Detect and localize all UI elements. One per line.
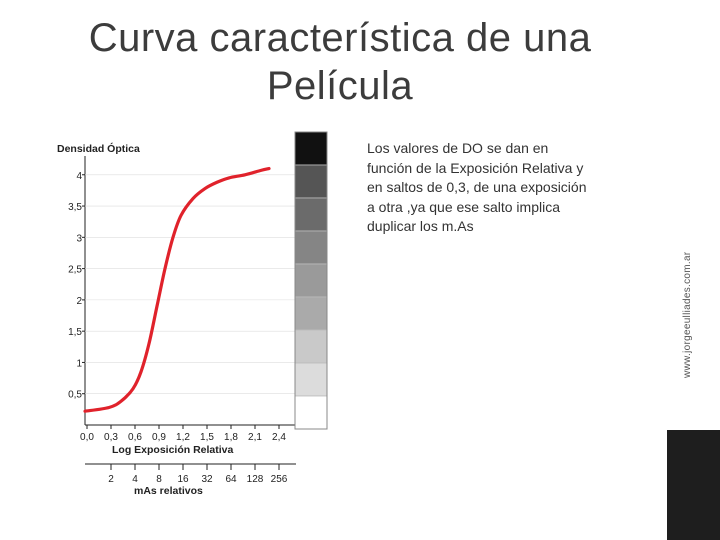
x-tick-label: 0,6 [128,432,142,443]
curve-group [83,166,271,413]
step-wedge-step [294,164,328,199]
y-tick-label: 0,5 [68,390,82,401]
sidebar-light-panel [687,0,720,430]
step-wedge-step [294,197,328,232]
characteristic-curve-line [83,166,271,413]
step-wedge-step [294,263,328,298]
y-axis-label: Densidad Óptica [57,142,140,155]
side-url-text: www.jorgeeulliades.com.ar [682,251,693,378]
x2-tick-label: 16 [177,474,189,485]
x2-axis-label: mAs relativos [134,485,203,497]
x-tick-label: 1,5 [200,432,214,443]
x-tick-label: 0,0 [80,432,94,443]
y-tick-label: 3,5 [68,202,82,213]
step-wedge-step [294,329,328,364]
x-tick-label: 0,3 [104,432,118,443]
x-tick-label: 0,9 [152,432,166,443]
x2-ticks: 2 4 8 16 32 64 128 256 [108,464,288,485]
slide-description: Los valores de DO se dan en función de l… [367,140,587,234]
x2-tick-label: 8 [156,474,162,485]
x-ticks: 0,0 0,3 0,6 0,9 1,2 1,5 1,8 2,1 2,4 [80,425,286,443]
step-wedge-step [294,230,328,265]
step-wedge-step [294,395,328,430]
x2-tick-label: 128 [247,474,264,485]
x-tick-label: 2,4 [272,432,286,443]
slide-title: Curva característica de una Película [60,14,620,110]
x2-tick-label: 64 [225,474,237,485]
step-wedge-step [294,296,328,331]
x2-tick-label: 2 [108,474,114,485]
y-tick-label: 1,5 [68,327,82,338]
x2-tick-label: 256 [271,474,288,485]
step-wedge-step [294,362,328,397]
x-axis-label: Log Exposición Relativa [112,444,234,456]
step-wedge-step [294,131,328,166]
y-tick-label: 3 [76,233,82,244]
y-tick-label: 4 [76,171,82,182]
slide-title-line2: Película [266,64,414,108]
step-wedge-border [294,131,328,430]
step-wedge [294,131,328,430]
sidebar-divider [667,0,687,430]
x-tick-label: 1,8 [224,432,238,443]
x-tick-label: 2,1 [248,432,262,443]
y-ticks: 4 3,5 3 2,5 2 1,5 1 0,5 [68,171,85,401]
characteristic-curve-chart: Densidad Óptica Log Exposición Relativa … [57,131,328,497]
grid-lines [85,174,296,395]
x-tick-label: 1,2 [176,432,190,443]
slide-title-line1: Curva característica de una [88,16,592,60]
x2-tick-label: 4 [132,474,138,485]
x2-tick-label: 32 [201,474,213,485]
y-tick-label: 1 [76,358,82,369]
y-tick-label: 2 [76,296,82,307]
y-tick-label: 2,5 [68,265,82,276]
